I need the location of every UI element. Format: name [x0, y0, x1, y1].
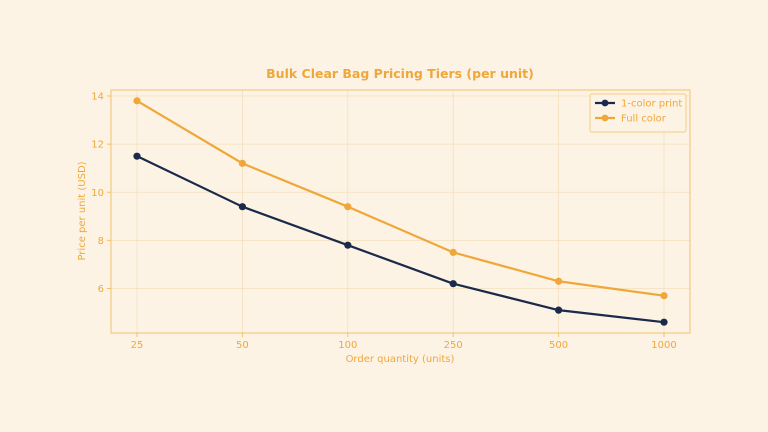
- legend-label: Full color: [621, 114, 667, 125]
- x-tick-label: 250: [444, 340, 463, 351]
- y-tick-label: 10: [91, 188, 104, 199]
- data-point: [449, 280, 457, 288]
- x-tick-label: 25: [131, 340, 144, 351]
- x-tick-label: 500: [549, 340, 568, 351]
- y-tick-label: 6: [98, 284, 104, 295]
- series-line: [136, 99, 665, 297]
- axis-ticks: 25 50 100 250 500 1000 6 8 10 12 14: [91, 92, 676, 351]
- x-tick-label: 1000: [651, 340, 676, 351]
- data-point: [449, 248, 457, 257]
- legend-swatch-marker: [601, 114, 609, 122]
- x-axis-label: Order quantity (units): [346, 354, 455, 365]
- y-tick-label: 12: [91, 140, 104, 151]
- series-line: [136, 155, 665, 324]
- data-point: [133, 152, 141, 160]
- y-axis-label: Price per unit (USD): [77, 161, 88, 260]
- legend-label: 1-color print: [621, 99, 682, 110]
- legend-swatch-marker: [601, 99, 609, 107]
- x-tick-label: 50: [236, 340, 249, 351]
- y-tick-label: 8: [98, 236, 104, 247]
- data-point: [238, 159, 246, 167]
- x-tick-label: 100: [338, 340, 357, 351]
- chart-title: Bulk Clear Bag Pricing Tiers (per unit): [266, 66, 534, 81]
- data-point: [660, 318, 668, 326]
- legend: 1-color print Full color: [589, 93, 687, 133]
- data-point: [238, 203, 246, 211]
- series: [133, 97, 668, 326]
- data-point: [344, 203, 352, 211]
- data-point: [133, 97, 141, 105]
- data-point: [344, 241, 352, 249]
- data-point: [660, 292, 668, 300]
- data-point: [555, 277, 563, 285]
- data-point: [555, 306, 563, 314]
- plot-area-frame: [110, 89, 691, 334]
- y-tick-label: 14: [91, 92, 104, 103]
